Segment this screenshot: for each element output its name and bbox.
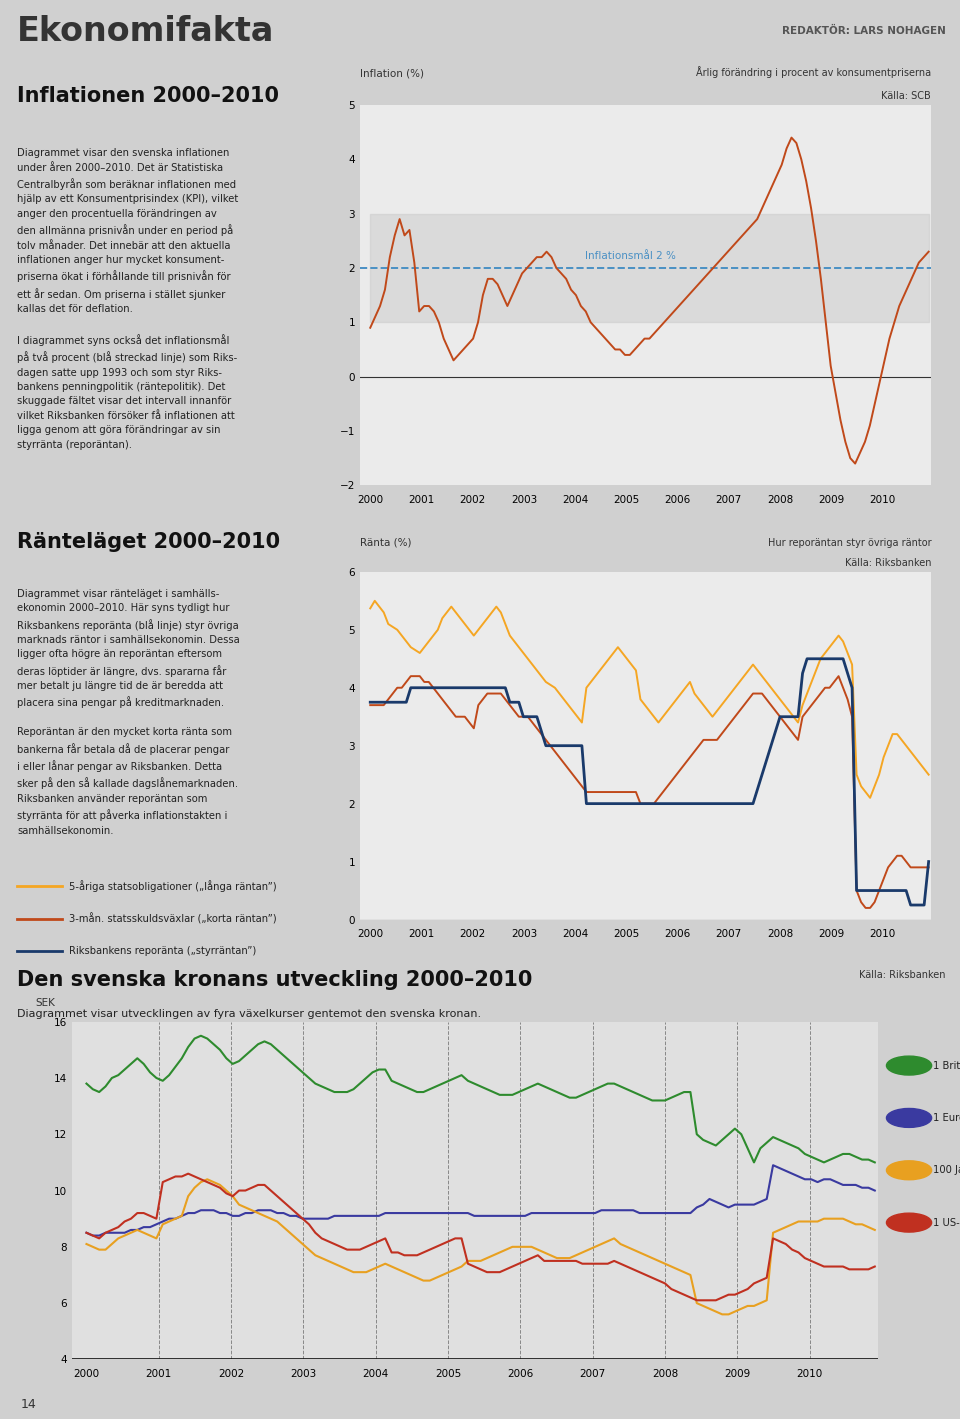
Text: $: $ <box>906 1218 912 1227</box>
Text: Årlig förändring i procent av konsumentpriserna: Årlig förändring i procent av konsumentp… <box>696 67 931 78</box>
Text: 5-åriga statsobligationer („långa räntan”): 5-åriga statsobligationer („långa räntan… <box>69 880 276 893</box>
Text: 14: 14 <box>21 1398 36 1410</box>
Text: Riksbankens reporänta („styrräntan”): Riksbankens reporänta („styrräntan”) <box>69 946 256 956</box>
Text: SEK: SEK <box>36 998 56 1007</box>
Text: REDAKTÖR: LARS NOHAGEN: REDAKTÖR: LARS NOHAGEN <box>781 26 946 37</box>
Text: Källa: Riksbanken: Källa: Riksbanken <box>845 559 931 569</box>
Text: Diagrammet visar utvecklingen av fyra växelkurser gentemot den svenska kronan.: Diagrammet visar utvecklingen av fyra vä… <box>17 1009 481 1019</box>
Text: 1 Euro: 1 Euro <box>933 1112 960 1122</box>
Circle shape <box>886 1108 931 1127</box>
Text: 3-mån. statsskuldsväxlar („korta räntan”): 3-mån. statsskuldsväxlar („korta räntan”… <box>69 914 276 925</box>
Text: £: £ <box>906 1061 912 1070</box>
Text: Hur reporäntan styr övriga räntor: Hur reporäntan styr övriga räntor <box>768 538 931 548</box>
Text: 100 Japanska yen: 100 Japanska yen <box>933 1165 960 1175</box>
Circle shape <box>886 1056 931 1076</box>
Text: Ekonomifakta: Ekonomifakta <box>17 14 275 48</box>
Text: 1 Brittiska pund: 1 Brittiska pund <box>933 1060 960 1070</box>
Text: Ränteläget 2000–2010: Ränteläget 2000–2010 <box>17 532 280 552</box>
Text: Diagrammet visar ränteläget i samhälls-
ekonomin 2000–2010. Här syns tydligt hur: Diagrammet visar ränteläget i samhälls- … <box>17 589 240 836</box>
Text: Källa: Riksbanken: Källa: Riksbanken <box>859 971 946 981</box>
Text: Inflationen 2000–2010: Inflationen 2000–2010 <box>17 87 279 106</box>
Text: Den svenska kronans utveckling 2000–2010: Den svenska kronans utveckling 2000–2010 <box>17 971 533 990</box>
Text: Inflation (%): Inflation (%) <box>360 68 424 78</box>
Circle shape <box>886 1213 931 1232</box>
Text: Ränta (%): Ränta (%) <box>360 538 412 548</box>
Text: 1 US-dollar: 1 US-dollar <box>933 1218 960 1227</box>
Text: Inflationsmål 2 %: Inflationsmål 2 % <box>586 251 676 261</box>
Text: ¥: ¥ <box>906 1166 912 1175</box>
Text: Källa: SCB: Källa: SCB <box>881 91 931 101</box>
Text: €: € <box>906 1114 912 1122</box>
Circle shape <box>886 1161 931 1179</box>
Text: Diagrammet visar den svenska inflationen
under åren 2000–2010. Det är Statistisk: Diagrammet visar den svenska inflationen… <box>17 149 238 450</box>
